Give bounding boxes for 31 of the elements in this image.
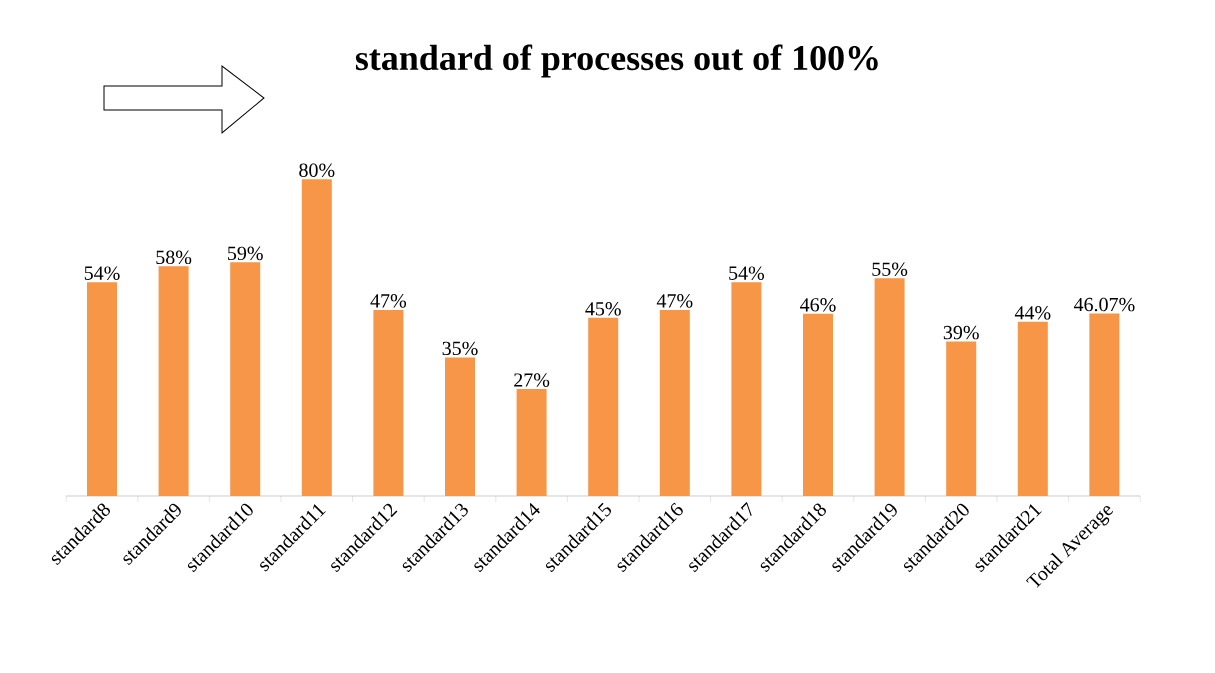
data-label: 55% [872, 262, 908, 276]
data-label: 45% [585, 302, 621, 316]
bar [659, 309, 690, 496]
chart-title: standard of processes out of 100% [355, 44, 878, 78]
bar [373, 309, 404, 496]
bar [874, 278, 905, 496]
data-label: 46.07% [1073, 297, 1135, 312]
bar [588, 317, 619, 496]
data-label: 54% [84, 266, 120, 280]
bar [1089, 313, 1120, 496]
data-label: 44% [1014, 306, 1051, 320]
data-label: 27% [514, 373, 550, 387]
bar [445, 357, 475, 496]
data-label: 59% [228, 246, 263, 261]
data-label: 47% [656, 294, 693, 308]
bar [87, 282, 117, 496]
data-label: 58% [156, 250, 192, 265]
bar [946, 341, 977, 496]
data-label: 54% [729, 266, 765, 280]
bar [230, 262, 261, 496]
bar [731, 282, 762, 496]
data-label: 80% [299, 163, 335, 177]
bar [301, 179, 332, 496]
data-label: 47% [370, 294, 407, 308]
bar [1017, 321, 1048, 496]
data-label: 39% [943, 325, 979, 340]
bar [803, 313, 833, 496]
data-label: 35% [442, 341, 478, 356]
bar [158, 266, 189, 496]
data-label: 46% [800, 298, 836, 312]
bar [516, 389, 547, 496]
